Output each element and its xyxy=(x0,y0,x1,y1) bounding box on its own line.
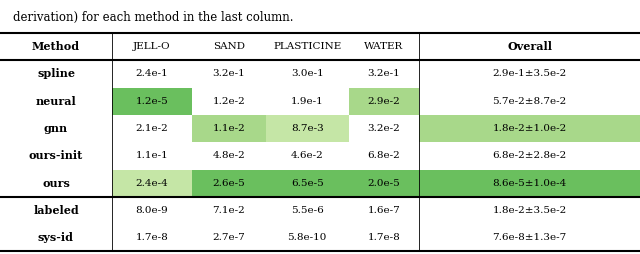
Text: 2.7e-7: 2.7e-7 xyxy=(212,233,245,242)
Text: 2.0e-5: 2.0e-5 xyxy=(367,179,401,188)
Text: 6.5e-5: 6.5e-5 xyxy=(291,179,324,188)
Text: 2.9e-1±3.5e-2: 2.9e-1±3.5e-2 xyxy=(492,70,567,78)
Text: 1.1e-1: 1.1e-1 xyxy=(136,151,168,160)
Text: derivation) for each method in the last column.: derivation) for each method in the last … xyxy=(13,11,293,24)
Text: 8.0e-9: 8.0e-9 xyxy=(136,206,168,215)
Text: sys-id: sys-id xyxy=(38,232,74,243)
Text: 1.7e-8: 1.7e-8 xyxy=(367,233,401,242)
Text: 2.9e-2: 2.9e-2 xyxy=(367,97,401,106)
Text: neural: neural xyxy=(36,96,76,107)
Bar xyxy=(266,170,349,197)
Bar xyxy=(112,88,192,115)
Text: 2.6e-5: 2.6e-5 xyxy=(212,179,245,188)
Text: 1.8e-2±1.0e-2: 1.8e-2±1.0e-2 xyxy=(492,124,567,133)
Bar xyxy=(349,170,419,197)
Bar xyxy=(419,170,640,197)
Text: PLASTICINE: PLASTICINE xyxy=(273,42,341,51)
Bar xyxy=(349,88,419,115)
Bar xyxy=(419,115,640,142)
Text: 4.8e-2: 4.8e-2 xyxy=(212,151,245,160)
Text: gnn: gnn xyxy=(44,123,68,134)
Text: 6.8e-2±2.8e-2: 6.8e-2±2.8e-2 xyxy=(492,151,567,160)
Text: 1.6e-7: 1.6e-7 xyxy=(367,206,401,215)
Text: ours: ours xyxy=(42,178,70,189)
Text: 1.9e-1: 1.9e-1 xyxy=(291,97,324,106)
Text: ours-init: ours-init xyxy=(29,150,83,161)
Text: 6.8e-2: 6.8e-2 xyxy=(367,151,401,160)
Bar xyxy=(112,170,192,197)
Text: SAND: SAND xyxy=(212,42,244,51)
Text: 1.2e-5: 1.2e-5 xyxy=(136,97,168,106)
Text: 3.2e-2: 3.2e-2 xyxy=(367,124,401,133)
Text: 5.8e-10: 5.8e-10 xyxy=(287,233,327,242)
Text: spline: spline xyxy=(37,69,75,80)
Text: 3.2e-1: 3.2e-1 xyxy=(367,70,401,78)
Text: 2.4e-1: 2.4e-1 xyxy=(136,70,168,78)
Text: 8.6e-5±1.0e-4: 8.6e-5±1.0e-4 xyxy=(492,179,567,188)
Text: 7.1e-2: 7.1e-2 xyxy=(212,206,245,215)
Text: WATER: WATER xyxy=(364,42,404,51)
Text: 5.7e-2±8.7e-2: 5.7e-2±8.7e-2 xyxy=(492,97,567,106)
Text: Method: Method xyxy=(32,41,80,52)
Text: Overall: Overall xyxy=(507,41,552,52)
Text: JELL-O: JELL-O xyxy=(133,42,171,51)
Text: 4.6e-2: 4.6e-2 xyxy=(291,151,324,160)
Text: 2.1e-2: 2.1e-2 xyxy=(136,124,168,133)
Bar xyxy=(192,170,266,197)
Bar xyxy=(266,115,349,142)
Text: 1.1e-2: 1.1e-2 xyxy=(212,124,245,133)
Text: 8.7e-3: 8.7e-3 xyxy=(291,124,324,133)
Text: 3.0e-1: 3.0e-1 xyxy=(291,70,324,78)
Text: 1.2e-2: 1.2e-2 xyxy=(212,97,245,106)
Bar xyxy=(192,115,266,142)
Text: 7.6e-8±1.3e-7: 7.6e-8±1.3e-7 xyxy=(492,233,567,242)
Text: labeled: labeled xyxy=(33,205,79,216)
Text: 2.4e-4: 2.4e-4 xyxy=(136,179,168,188)
Text: 3.2e-1: 3.2e-1 xyxy=(212,70,245,78)
Text: 5.5e-6: 5.5e-6 xyxy=(291,206,324,215)
Text: 1.7e-8: 1.7e-8 xyxy=(136,233,168,242)
Text: 1.8e-2±3.5e-2: 1.8e-2±3.5e-2 xyxy=(492,206,567,215)
